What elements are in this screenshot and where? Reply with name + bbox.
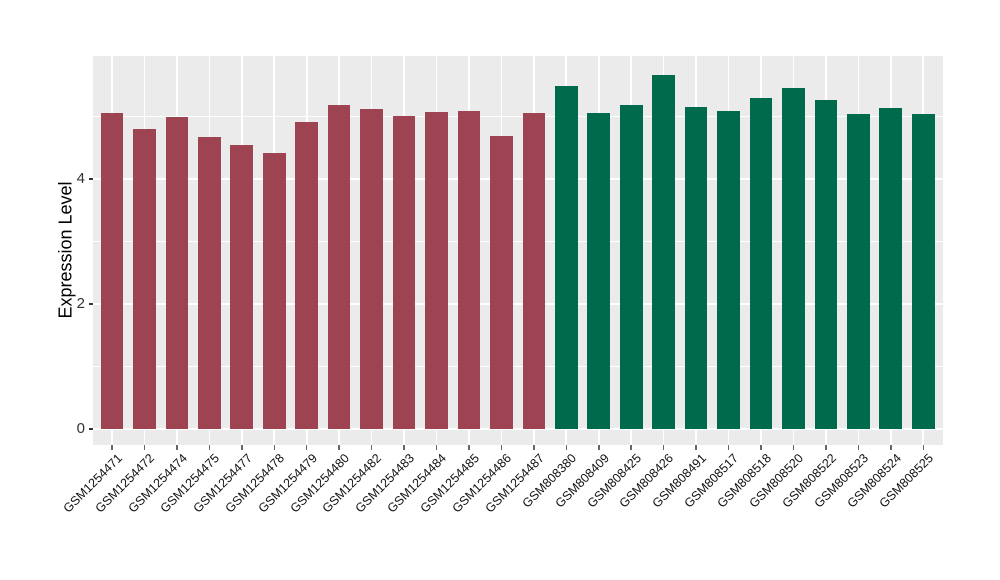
- x-tick-mark-GSM1254475: [208, 445, 211, 450]
- y-tick-label-0: 0: [76, 420, 85, 438]
- bar-GSM808409: [587, 112, 611, 429]
- y-tick-mark-4: [88, 178, 93, 180]
- bar-GSM808525: [911, 114, 935, 429]
- bar-GSM1254487: [522, 112, 546, 429]
- x-tick-mark-GSM1254486: [500, 445, 503, 450]
- bar-GSM1254472: [133, 129, 156, 429]
- bar-GSM808425: [619, 104, 643, 429]
- x-tick-mark-GSM1254479: [305, 445, 308, 450]
- major-gridline-y4: [92, 178, 943, 180]
- x-tick-mark-GSM808525: [922, 445, 924, 450]
- x-tick-mark-GSM1254485: [468, 445, 470, 450]
- y-tick-label-4: 4: [76, 170, 85, 188]
- x-tick-mark-GSM1254472: [143, 445, 146, 450]
- bar-GSM808522: [814, 99, 838, 429]
- minor-gridline-y3: [92, 241, 943, 242]
- bar-GSM1254475: [198, 137, 221, 429]
- bar-GSM1254486: [490, 135, 513, 429]
- x-tick-mark-GSM808409: [598, 445, 600, 450]
- bar-GSM1254479: [295, 122, 319, 429]
- x-tick-mark-GSM1254477: [241, 445, 243, 450]
- minor-gridline-y1: [92, 366, 943, 367]
- bar-GSM1254471: [100, 112, 124, 429]
- x-tick-mark-GSM808426: [662, 445, 665, 450]
- y-axis-title: Expression Level: [55, 181, 76, 319]
- bar-GSM808523: [847, 114, 870, 429]
- x-tick-mark-GSM1254482: [370, 445, 373, 450]
- x-tick-mark-GSM1254474: [176, 445, 178, 450]
- y-tick-mark-0: [88, 428, 93, 430]
- bar-GSM1254478: [262, 152, 286, 429]
- minor-gridline-y5: [92, 116, 943, 117]
- x-tick-mark-GSM808518: [760, 445, 762, 450]
- bar-GSM1254474: [165, 117, 189, 429]
- x-tick-mark-GSM1254478: [273, 445, 275, 450]
- bar-GSM808491: [684, 106, 708, 429]
- x-tick-mark-GSM808522: [825, 445, 827, 450]
- x-tick-mark-GSM808520: [792, 445, 795, 450]
- bar-GSM808518: [749, 97, 773, 429]
- x-tick-mark-GSM808524: [890, 445, 892, 450]
- bar-GSM808517: [717, 110, 740, 429]
- x-tick-mark-GSM808517: [727, 445, 730, 450]
- x-tick-mark-GSM1254487: [533, 445, 535, 450]
- x-tick-mark-GSM808380: [565, 445, 568, 450]
- x-tick-mark-GSM808425: [630, 445, 632, 450]
- x-tick-mark-GSM1254483: [403, 445, 405, 450]
- bar-GSM808426: [652, 75, 675, 429]
- bar-GSM1254483: [392, 115, 416, 429]
- x-tick-mark-GSM1254484: [435, 445, 438, 450]
- major-gridline-y2: [92, 303, 943, 305]
- x-tick-mark-GSM1254471: [111, 445, 113, 450]
- bar-GSM1254482: [360, 109, 383, 429]
- plot-panel: [92, 56, 943, 445]
- bar-GSM1254477: [230, 145, 254, 429]
- bar-GSM808524: [879, 107, 903, 429]
- y-tick-mark-2: [88, 303, 93, 305]
- y-tick-label-2: 2: [76, 295, 85, 313]
- x-tick-mark-GSM808491: [695, 445, 697, 450]
- bar-GSM808520: [782, 88, 805, 429]
- x-tick-mark-GSM808523: [857, 445, 860, 450]
- bar-GSM1254480: [327, 104, 351, 429]
- bar-GSM1254484: [425, 111, 448, 429]
- major-gridline-y0: [92, 428, 943, 430]
- bar-GSM1254485: [457, 110, 481, 429]
- bar-GSM808380: [554, 85, 578, 429]
- x-tick-mark-GSM1254480: [338, 445, 340, 450]
